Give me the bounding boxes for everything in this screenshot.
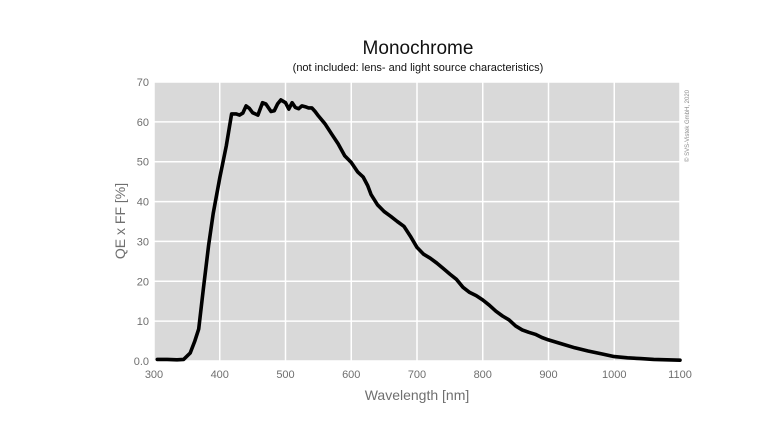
x-tick-label: 400 (211, 369, 229, 381)
y-tick-label: 70 (137, 77, 149, 89)
y-tick-label: 30 (137, 236, 149, 248)
x-tick-label: 900 (539, 369, 557, 381)
x-tick-label: 1000 (602, 369, 626, 381)
chart-title: Monochrome (363, 38, 474, 59)
y-tick-label: 20 (137, 276, 149, 288)
x-tick-label: 1100 (668, 369, 692, 381)
x-axis-ticks: 300 400 500 600 700 800 900 1000 1100 (145, 369, 692, 381)
chart-subtitle: (not included: lens- and light source ch… (293, 62, 544, 74)
x-tick-label: 500 (276, 369, 294, 381)
grid-lines (153, 81, 681, 362)
y-axis-ticks: 0.0 10 20 30 40 50 60 70 (134, 77, 149, 368)
y-tick-label: 0.0 (134, 356, 149, 368)
x-tick-label: 300 (145, 369, 163, 381)
x-axis-label: Wavelength [nm] (365, 387, 470, 403)
y-tick-label: 10 (137, 316, 149, 328)
y-axis-label: QE x FF [%] (112, 183, 128, 259)
copyright-credit: © SVS-Vistek GmbH, 2020 (684, 89, 691, 162)
x-tick-label: 700 (408, 369, 426, 381)
y-tick-label: 60 (137, 117, 149, 129)
qe-curve-line (155, 98, 682, 362)
x-tick-label: 800 (474, 369, 492, 381)
y-tick-label: 40 (137, 197, 149, 209)
x-tick-label: 600 (342, 369, 360, 381)
y-tick-label: 50 (137, 157, 149, 169)
